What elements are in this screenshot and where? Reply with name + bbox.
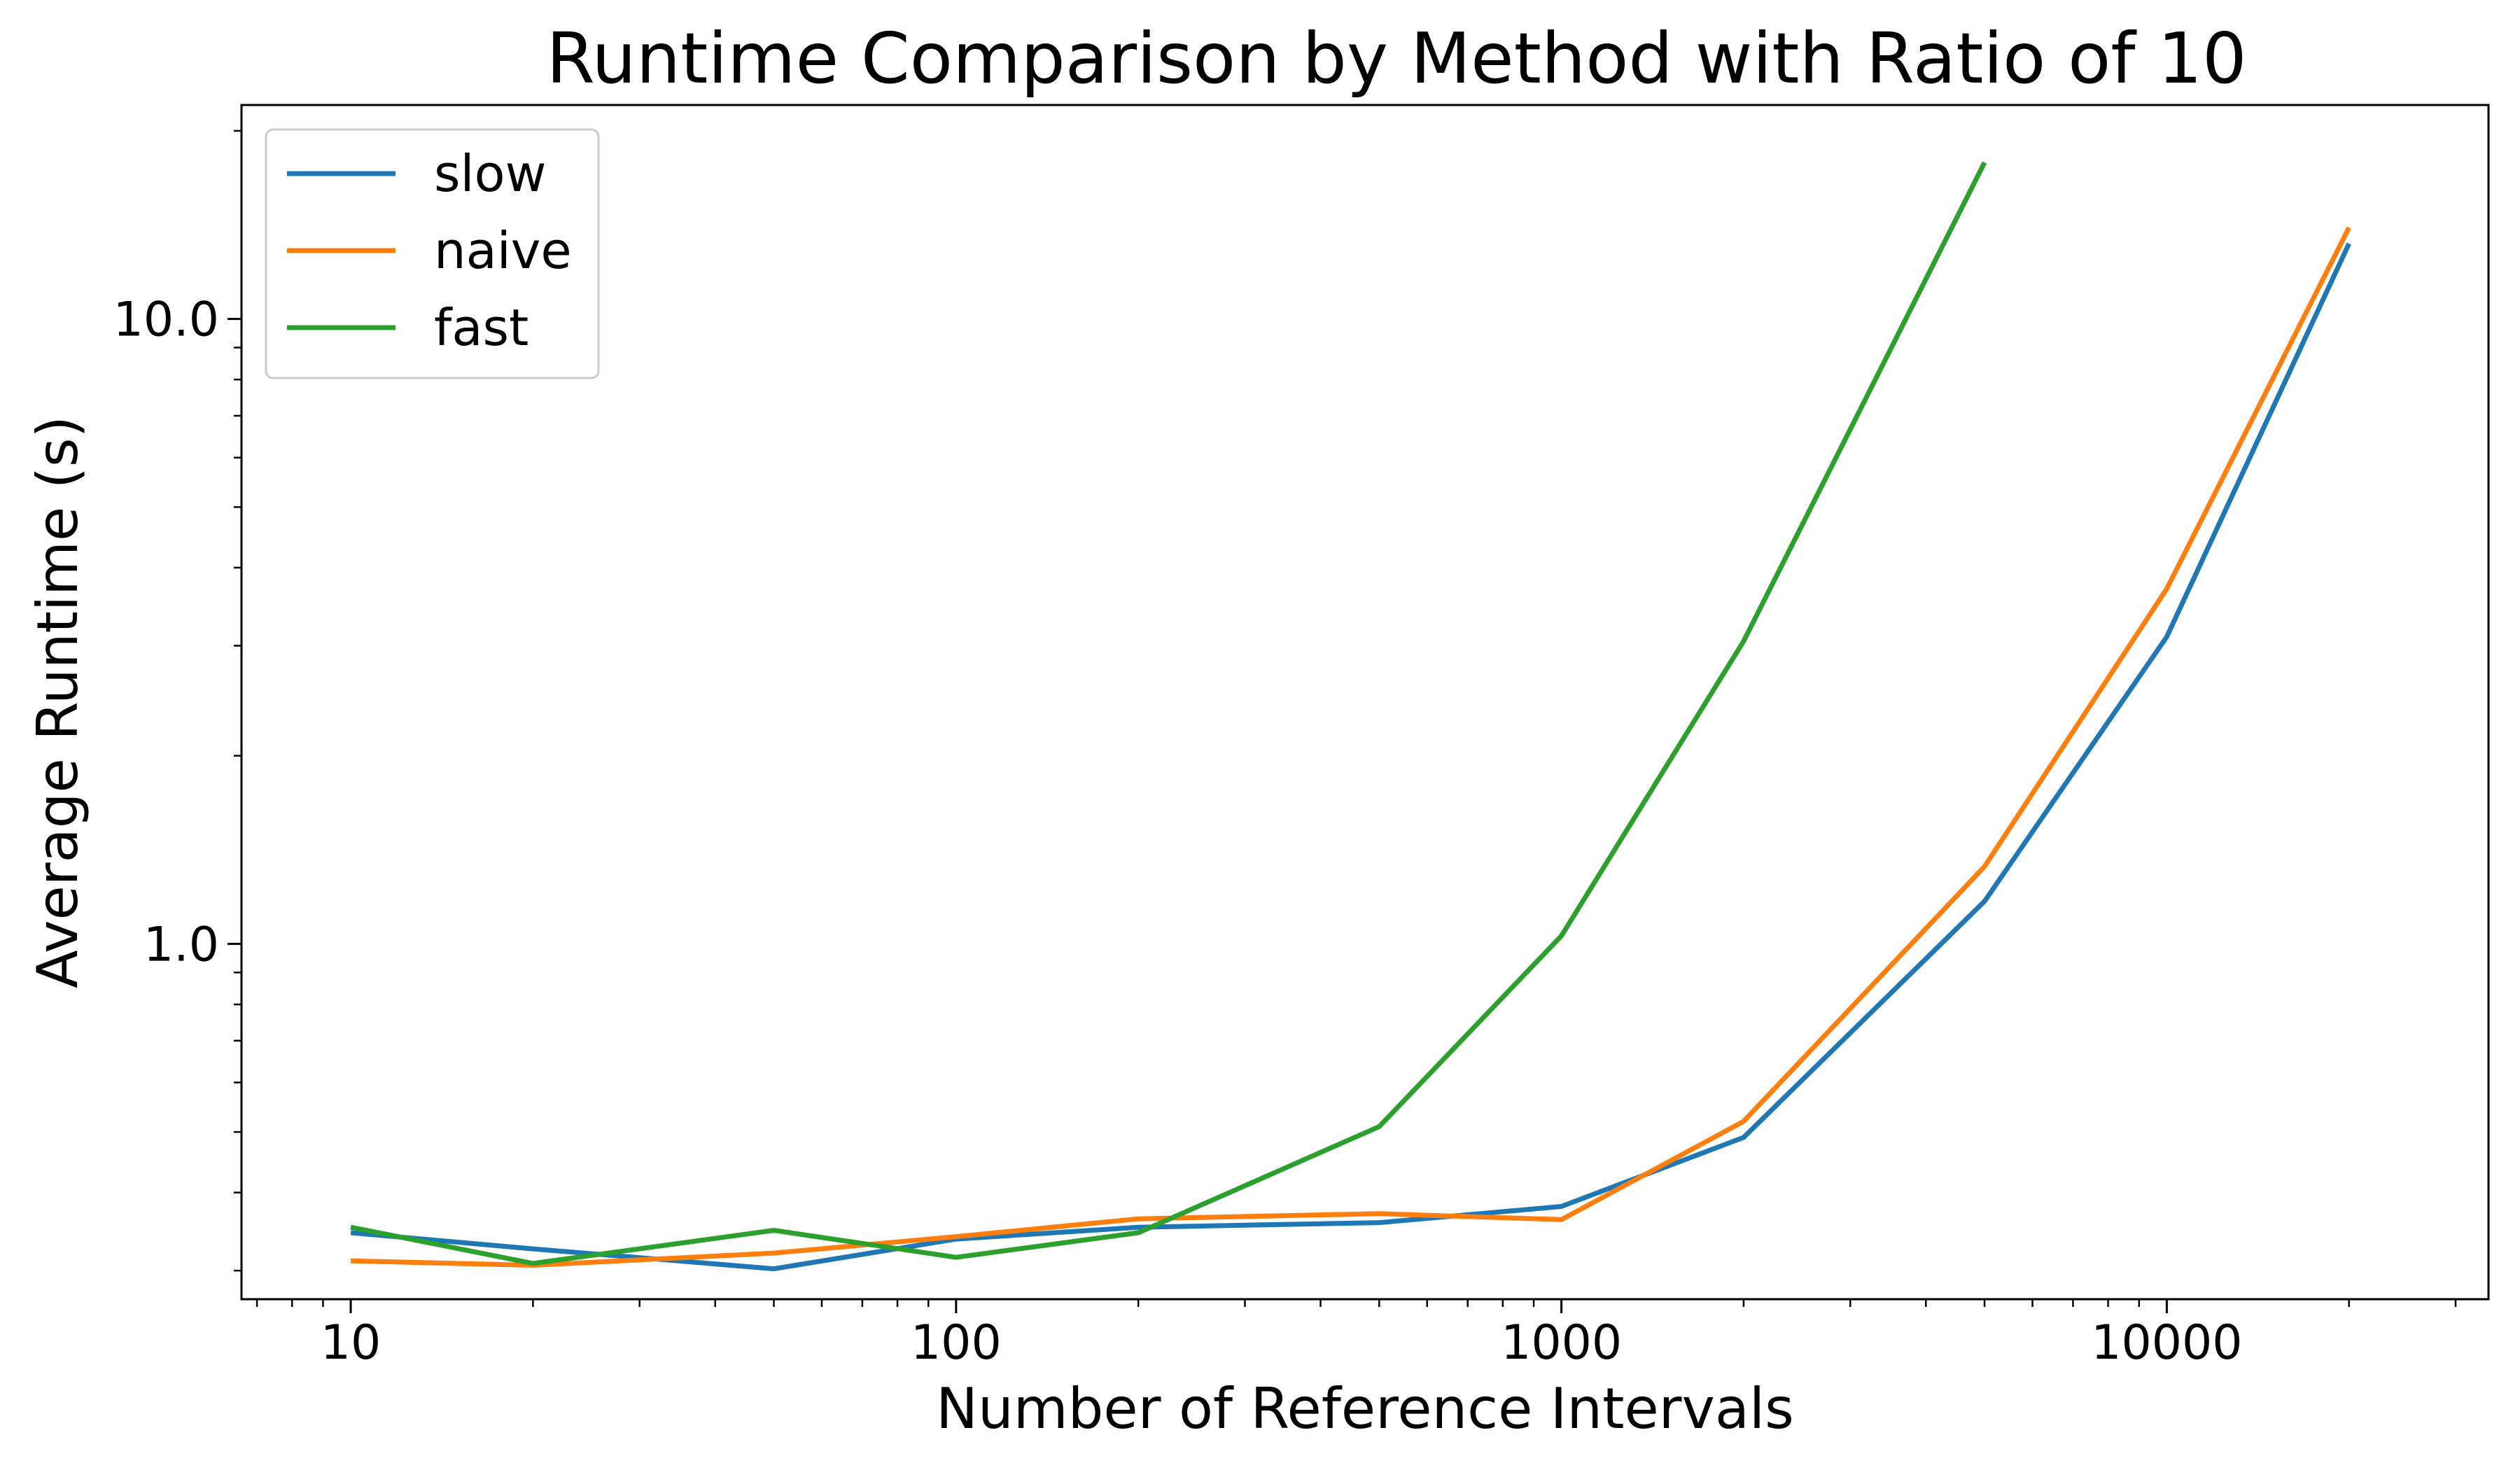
- chart-title: Runtime Comparison by Method with Ratio …: [546, 18, 2246, 99]
- legend-label-naive: naive: [434, 221, 572, 280]
- series-line-fast: [350, 161, 1987, 1266]
- x-axis-label: Number of Reference Intervals: [936, 1376, 1794, 1441]
- plot-lines: [350, 161, 2351, 1272]
- legend-label-fast: fast: [434, 298, 528, 357]
- y-axis-label: Average Runtime (s): [25, 416, 90, 988]
- series-line-naive: [351, 226, 2351, 1268]
- x-axis-ticks: 10 100 1000 10000: [255, 1299, 2457, 1371]
- plot-frame: [240, 104, 2490, 1301]
- x-tick-label: 10000: [2091, 1315, 2242, 1371]
- legend-box: [265, 128, 600, 379]
- x-tick-label: 100: [911, 1315, 1002, 1371]
- y-axis-ticks: 1.0 10.0: [113, 130, 241, 1272]
- legend-label-slow: slow: [434, 144, 546, 203]
- y-tick-label: 1.0: [144, 917, 219, 972]
- legend: slow naive fast: [265, 128, 600, 379]
- series-line-slow: [350, 242, 2351, 1272]
- x-tick-label: 10: [321, 1315, 382, 1371]
- y-tick-label: 10.0: [113, 293, 219, 348]
- x-tick-label: 1000: [1501, 1315, 1622, 1371]
